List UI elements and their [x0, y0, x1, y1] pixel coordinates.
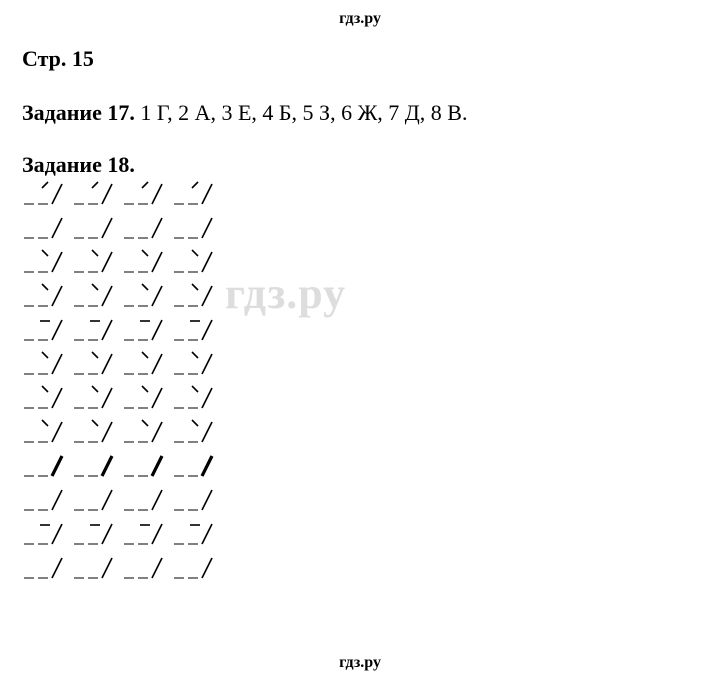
page-label: Стр. 15	[22, 46, 698, 72]
pattern-row	[22, 554, 698, 588]
pattern-row	[22, 180, 698, 214]
task-18-pattern	[22, 180, 698, 588]
pattern-row	[22, 418, 698, 452]
pattern-row	[22, 316, 698, 350]
task-17: Задание 17. 1 Г, 2 А, 3 Е, 4 Б, 5 З, 6 Ж…	[22, 100, 698, 126]
task-18-label: Задание 18.	[22, 152, 698, 178]
watermark-footer: гдз.ру	[0, 654, 720, 672]
pattern-row	[22, 248, 698, 282]
pattern-row	[22, 282, 698, 316]
page-content: Стр. 15 Задание 17. 1 Г, 2 А, 3 Е, 4 Б, …	[22, 46, 698, 588]
watermark-header: гдз.ру	[0, 10, 720, 28]
pattern-row	[22, 214, 698, 248]
pattern-row	[22, 384, 698, 418]
pattern-row	[22, 520, 698, 554]
task-17-label: Задание 17.	[22, 100, 135, 125]
pattern-row	[22, 452, 698, 486]
pattern-row	[22, 486, 698, 520]
pattern-row	[22, 350, 698, 384]
task-17-answer: 1 Г, 2 А, 3 Е, 4 Б, 5 З, 6 Ж, 7 Д, 8 В.	[135, 100, 468, 125]
